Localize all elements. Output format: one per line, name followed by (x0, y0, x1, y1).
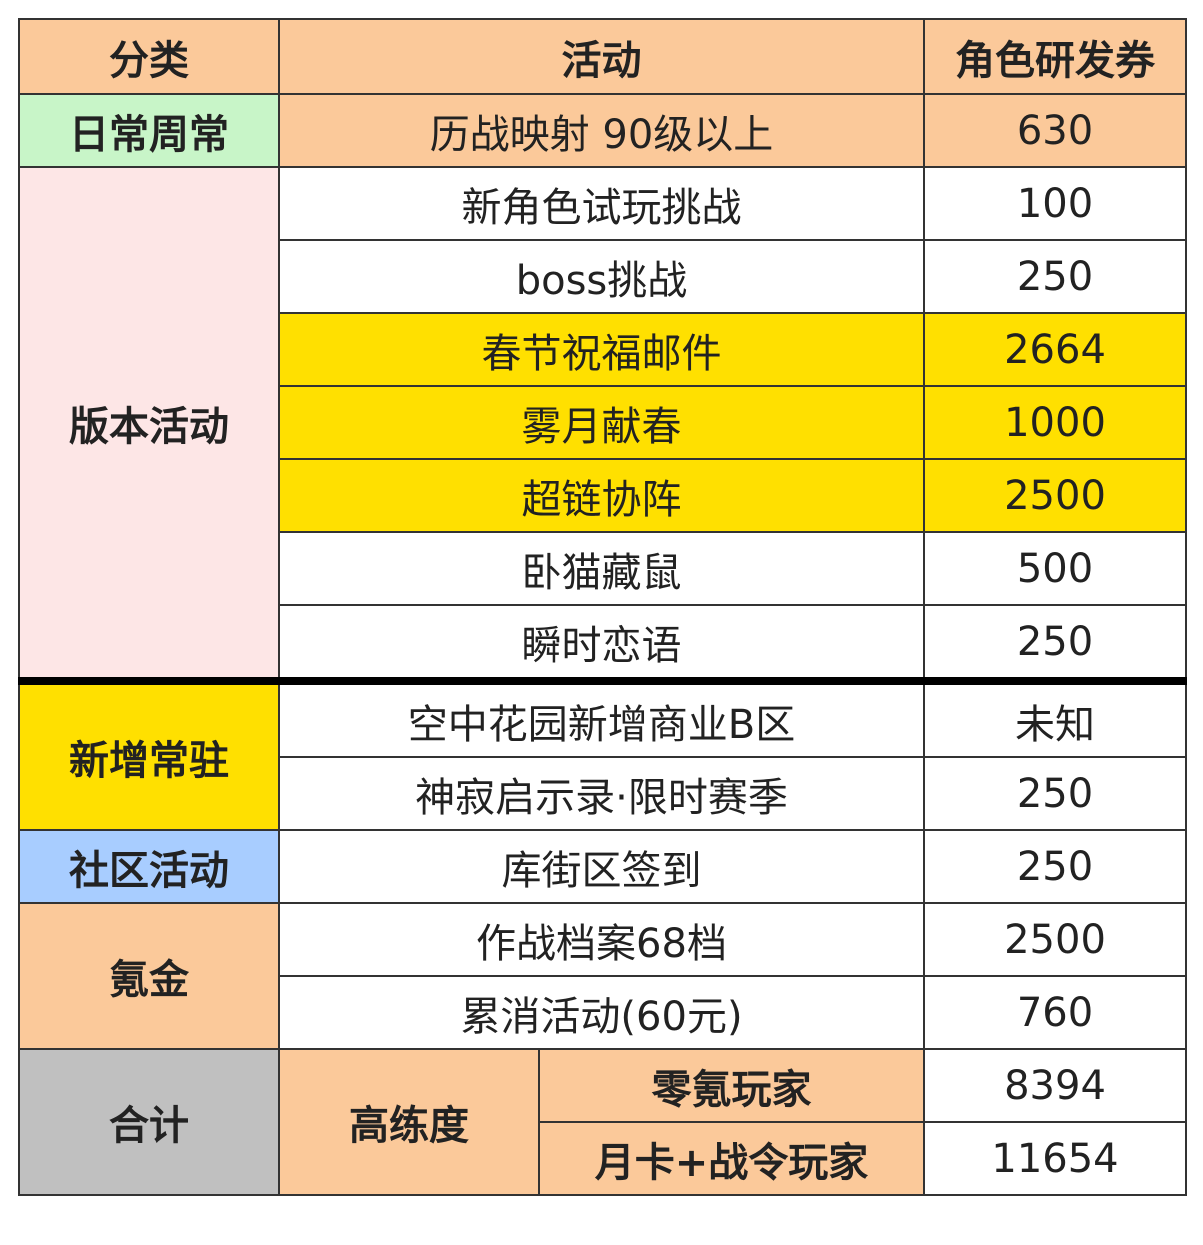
player-type: 月卡+战令玩家 (538, 1121, 925, 1196)
value: 1000 (923, 385, 1187, 460)
activity: 库街区签到 (278, 829, 925, 904)
value: 100 (923, 166, 1187, 241)
level: 高练度 (278, 1048, 540, 1196)
category: 新增常驻 (18, 677, 280, 831)
row: 氪金 作战档案68档 2500 (18, 902, 1187, 1050)
value: 2500 (923, 902, 1187, 977)
reward-table: 分类 活动 角色研发券 日常周常 历战映射 90级以上 630 版本活动 新角色… (18, 18, 1187, 1196)
value: 未知 (923, 677, 1187, 758)
row: 社区活动 库街区签到 250 (18, 829, 1187, 904)
header-cell: 活动 (278, 18, 925, 95)
row: 月卡+战令玩家 11654 (19, 1121, 1187, 1196)
value: 250 (923, 604, 1187, 682)
activity: 新角色试玩挑战 (278, 166, 925, 241)
activity: 作战档案68档 (278, 902, 925, 977)
activity: 神寂启示录·限时赛季 (278, 756, 925, 831)
header-cell: 角色研发券 (923, 18, 1187, 95)
value: 2664 (923, 312, 1187, 387)
value: 8394 (923, 1048, 1187, 1123)
row: boss挑战 250 (19, 239, 1187, 314)
row: 版本活动 新角色试玩挑战 100 (18, 166, 1187, 682)
activity: 空中花园新增商业B区 (278, 677, 925, 758)
value: 250 (923, 756, 1187, 831)
row: 神寂启示录·限时赛季 250 (19, 756, 1187, 831)
activity: 历战映射 90级以上 (278, 93, 925, 168)
category: 日常周常 (18, 93, 280, 168)
activity: 超链协阵 (278, 458, 925, 533)
row: 合计 高练度 零氪玩家 8394 (18, 1048, 1187, 1196)
value: 250 (923, 829, 1187, 904)
activity: boss挑战 (278, 239, 925, 314)
player-type: 零氪玩家 (538, 1048, 925, 1123)
activity: 春节祝福邮件 (278, 312, 925, 387)
row: 新增常驻 空中花园新增商业B区 未知 (18, 677, 1187, 831)
row: 累消活动(60元) 760 (19, 975, 1187, 1050)
header-row: 分类 活动 角色研发券 (18, 18, 1187, 95)
header-cell: 分类 (18, 18, 280, 95)
activity: 累消活动(60元) (278, 975, 925, 1050)
value: 630 (923, 93, 1187, 168)
row: 超链协阵 2500 (19, 458, 1187, 533)
value: 250 (923, 239, 1187, 314)
activity: 瞬时恋语 (278, 604, 925, 682)
category: 社区活动 (18, 829, 280, 904)
value: 760 (923, 975, 1187, 1050)
row: 春节祝福邮件 2664 (19, 312, 1187, 387)
category: 版本活动 (18, 166, 280, 682)
row: 日常周常 历战映射 90级以上 630 (18, 93, 1187, 168)
activity: 卧猫藏鼠 (278, 531, 925, 606)
row: 雾月献春 1000 (19, 385, 1187, 460)
category: 合计 (18, 1048, 280, 1196)
row: 瞬时恋语 250 (19, 604, 1187, 682)
value: 500 (923, 531, 1187, 606)
category: 氪金 (18, 902, 280, 1050)
row: 卧猫藏鼠 500 (19, 531, 1187, 606)
value: 11654 (923, 1121, 1187, 1196)
activity: 雾月献春 (278, 385, 925, 460)
value: 2500 (923, 458, 1187, 533)
